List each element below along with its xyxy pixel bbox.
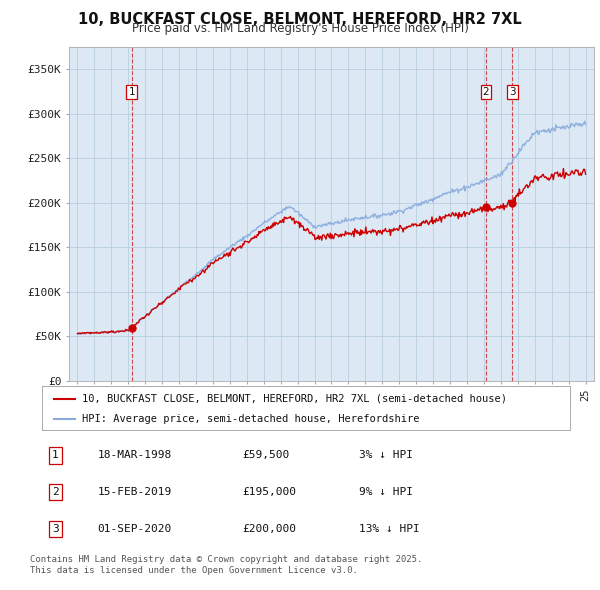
Text: £200,000: £200,000 (242, 524, 296, 534)
Text: 15-FEB-2019: 15-FEB-2019 (97, 487, 172, 497)
Text: 2: 2 (52, 487, 59, 497)
Text: HPI: Average price, semi-detached house, Herefordshire: HPI: Average price, semi-detached house,… (82, 414, 419, 424)
Text: 2: 2 (482, 87, 489, 97)
Text: 1: 1 (128, 87, 135, 97)
Text: 3: 3 (52, 524, 59, 534)
Text: 13% ↓ HPI: 13% ↓ HPI (359, 524, 419, 534)
Text: 3% ↓ HPI: 3% ↓ HPI (359, 451, 413, 460)
Text: 10, BUCKFAST CLOSE, BELMONT, HEREFORD, HR2 7XL (semi-detached house): 10, BUCKFAST CLOSE, BELMONT, HEREFORD, H… (82, 394, 506, 404)
Text: 9% ↓ HPI: 9% ↓ HPI (359, 487, 413, 497)
Text: £195,000: £195,000 (242, 487, 296, 497)
Text: 18-MAR-1998: 18-MAR-1998 (97, 451, 172, 460)
Text: £59,500: £59,500 (242, 451, 290, 460)
Text: Contains HM Land Registry data © Crown copyright and database right 2025.: Contains HM Land Registry data © Crown c… (30, 555, 422, 563)
Text: 01-SEP-2020: 01-SEP-2020 (97, 524, 172, 534)
Text: Price paid vs. HM Land Registry's House Price Index (HPI): Price paid vs. HM Land Registry's House … (131, 22, 469, 35)
Text: This data is licensed under the Open Government Licence v3.0.: This data is licensed under the Open Gov… (30, 566, 358, 575)
Text: 3: 3 (509, 87, 515, 97)
Text: 10, BUCKFAST CLOSE, BELMONT, HEREFORD, HR2 7XL: 10, BUCKFAST CLOSE, BELMONT, HEREFORD, H… (78, 12, 522, 27)
Text: 1: 1 (52, 451, 59, 460)
